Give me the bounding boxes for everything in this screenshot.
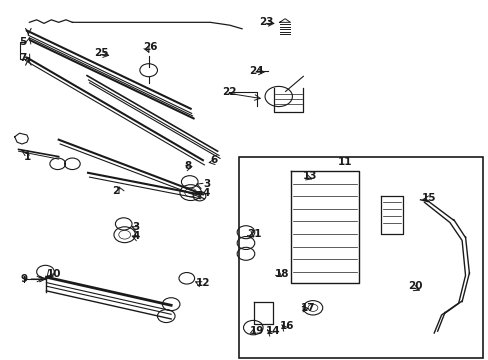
Text: 24: 24 [249,66,264,76]
Text: 14: 14 [265,326,280,336]
Text: 15: 15 [421,193,435,203]
Text: 26: 26 [142,42,157,52]
Text: 18: 18 [274,269,289,279]
Text: 16: 16 [279,321,294,331]
Text: 7: 7 [20,53,27,63]
Text: 21: 21 [246,229,261,239]
Text: 19: 19 [249,326,263,336]
Text: 8: 8 [184,161,192,171]
Text: 6: 6 [210,155,217,165]
Text: 17: 17 [300,303,315,313]
Text: 5: 5 [20,37,27,48]
Text: 1: 1 [23,152,31,162]
Text: 23: 23 [259,17,273,27]
Text: 3: 3 [132,222,139,232]
Text: 4: 4 [132,231,139,241]
Text: 10: 10 [46,269,61,279]
Text: 13: 13 [303,171,317,181]
Text: 20: 20 [407,281,422,291]
Text: 3: 3 [203,179,210,189]
Text: 12: 12 [195,278,210,288]
Text: 22: 22 [222,87,237,97]
Text: 11: 11 [337,157,351,167]
Text: 9: 9 [20,274,28,284]
Text: 25: 25 [94,48,109,58]
Text: 4: 4 [203,188,210,198]
Bar [238,157,482,358]
Text: 2: 2 [112,186,120,196]
